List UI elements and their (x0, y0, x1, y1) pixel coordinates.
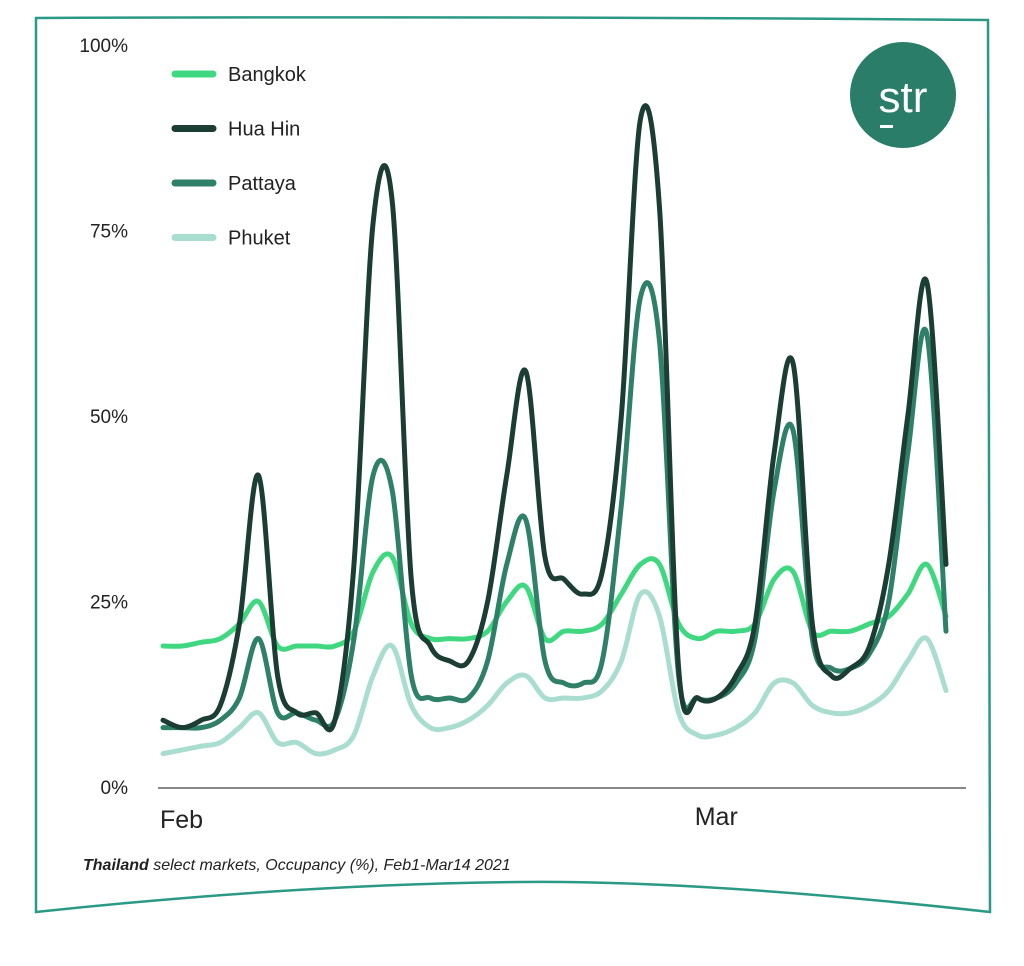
x-tick-label: Mar (695, 803, 738, 831)
chart-caption: Thailand select markets, Occupancy (%), … (83, 857, 511, 874)
legend-label: Hua Hin (228, 119, 300, 141)
y-tick-label: 100% (79, 36, 128, 57)
series-line-pattaya (160, 280, 949, 731)
y-tick-label: 75% (90, 222, 128, 243)
legend-label: Pattaya (228, 173, 297, 195)
y-tick-label: 50% (90, 407, 128, 428)
y-axis-ticks: 0% 25% 50% 75% 100% (79, 36, 128, 799)
y-tick-label: 25% (90, 593, 128, 614)
series-line-hua-hin (160, 103, 949, 733)
y-tick-label: 0% (101, 778, 129, 799)
chart-frame (34, 16, 992, 914)
caption-bold: Thailand (83, 857, 150, 874)
legend: Bangkok Hua Hin Pattaya Phuket (171, 64, 307, 250)
logo-underline (880, 125, 893, 128)
x-axis-ticks: Feb Mar (160, 803, 738, 834)
series-lines (160, 103, 949, 757)
x-tick-label: Feb (160, 806, 203, 834)
logo-circle (850, 42, 956, 148)
str-logo: str (850, 42, 956, 148)
logo-text: str (879, 73, 928, 122)
legend-label: Bangkok (228, 64, 307, 86)
legend-label: Phuket (228, 228, 291, 250)
series-line-phuket (160, 589, 949, 757)
caption-rest: select markets, Occupancy (%), Feb1-Mar1… (149, 857, 511, 874)
